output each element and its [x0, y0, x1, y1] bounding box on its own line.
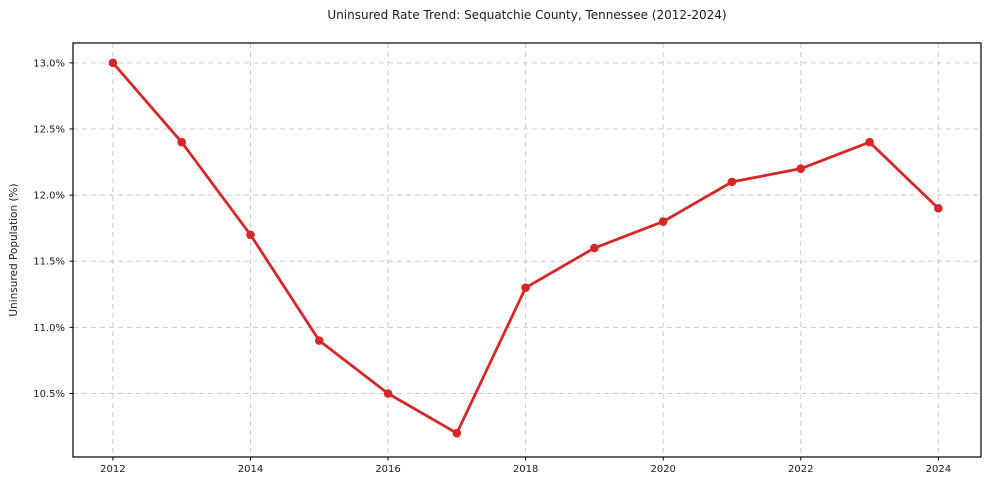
y-tick-label: 11.0% [33, 323, 65, 334]
data-point [590, 243, 599, 253]
x-tick-label: 2018 [513, 464, 538, 475]
data-point [383, 389, 393, 398]
y-tick-label: 11.5% [33, 257, 65, 268]
x-tick-label: 2024 [926, 464, 951, 475]
data-point [865, 137, 874, 147]
chart-title: Uninsured Rate Trend: Sequatchie County,… [327, 8, 727, 22]
data-point [314, 336, 324, 345]
y-tick-label: 13.0% [33, 58, 65, 69]
tick-labels: 2012 2014 2016 2018 2020 2022 2024 10.5% 11.0% 11… [33, 58, 951, 475]
data-point [108, 58, 118, 68]
data-point [246, 230, 255, 240]
data-point [796, 164, 806, 173]
plot-border [72, 42, 982, 458]
data-point [727, 177, 737, 187]
gridlines [73, 43, 981, 457]
x-tick-label: 2020 [650, 464, 675, 475]
y-tick-label: 12.5% [33, 124, 65, 135]
data-point [658, 217, 668, 226]
x-tick-label: 2014 [238, 464, 263, 475]
data-point [521, 283, 530, 292]
data-point [177, 137, 186, 147]
data-point [452, 428, 462, 438]
y-tick-label: 12.0% [33, 191, 65, 202]
data-markers [108, 58, 943, 438]
tick-marks [69, 62, 939, 461]
data-point [934, 204, 943, 213]
x-tick-label: 2012 [100, 464, 125, 475]
x-tick-label: 2016 [375, 464, 400, 475]
x-tick-label: 2022 [788, 464, 813, 475]
y-tick-label: 10.5% [33, 389, 65, 400]
